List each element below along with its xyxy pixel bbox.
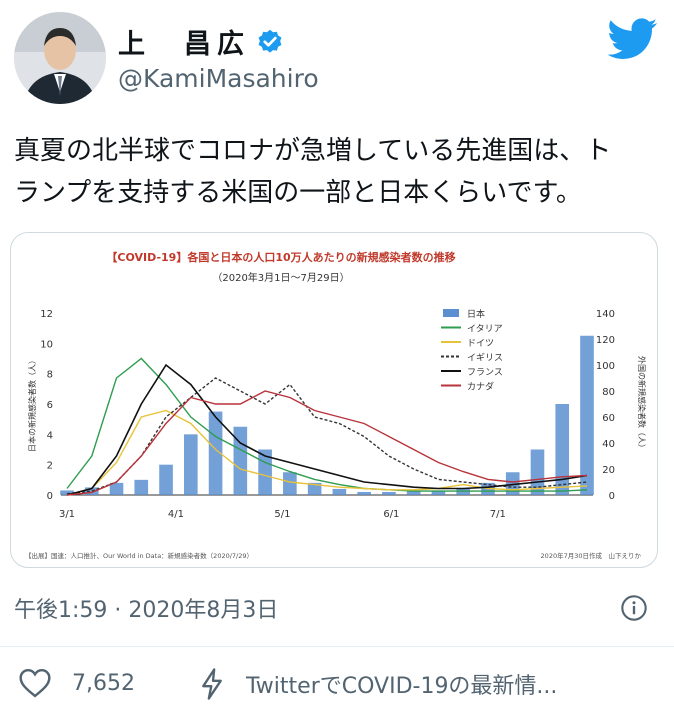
y-right-tick-label: 120 [596,335,615,346]
legend-label: フランス [467,367,503,378]
covid-info-text: TwitterでCOVID-19の最新情... [246,674,558,699]
bar-japan [357,491,371,495]
avatar-portrait [14,12,106,104]
chart-bars [60,335,594,495]
x-tick-label: 7/1 [490,509,506,520]
y-left-axis-label: 日本の新規感染者数（人） [27,356,37,452]
bar-japan [184,434,198,495]
line-series-フランス [66,363,588,496]
tweet-timestamp[interactable]: 午後1:59 · 2020年8月3日 [14,598,279,623]
tweet-media-chart[interactable]: 【COVID-19】各国と日本の人口10万人あたりの新規感染者数の推移 （202… [10,232,658,568]
heart-icon [19,668,51,698]
bar-japan [208,411,223,495]
line-series-ドイツ [66,409,588,496]
y-left-tick-label: 2 [47,461,53,472]
y-right-tick-label: 140 [596,309,615,320]
y-right-tick-label: 60 [602,413,615,424]
legend-label: イギリス [467,353,503,364]
x-tick-label: 6/1 [383,509,399,520]
twitter-bird-icon[interactable] [608,18,658,60]
bar-japan [307,482,322,495]
y-left-tick-label: 10 [40,339,53,350]
legend-label: イタリア [467,324,503,335]
line-series-イタリア [66,357,588,492]
user-handle[interactable]: @KamiMasahiro [118,64,319,93]
chart-svg: 【COVID-19】各国と日本の人口10万人あたりの新規感染者数の推移 （202… [25,250,647,560]
bar-japan [283,472,297,495]
x-tick-label: 3/1 [59,509,75,520]
y-right-tick-label: 100 [596,361,615,372]
y-left-tick-label: 6 [47,400,53,411]
bar-japan [456,488,470,495]
y-left-tick-label: 4 [47,430,53,441]
x-tick-label: 4/1 [168,509,184,520]
divider [0,646,674,647]
legend-label: カナダ [467,381,494,393]
chart-subtitle: （2020年3月1日〜7月29日） [212,271,349,284]
legend-swatch [443,309,459,317]
tweet-text-line-2: ランプを支持する米国の一部と日本くらいです。 [14,178,582,208]
like-button[interactable]: 7,652 [18,668,135,698]
chart-source-note: 【出展】国連：人口推計、Our World in Data：新規感染者数（202… [25,551,253,560]
y-left-tick-label: 0 [47,491,53,502]
y-right-tick-label: 0 [609,491,615,502]
bar-japan [134,479,149,495]
display-name-text: 上 昌広 [118,29,250,60]
chart-lines [66,357,588,496]
bar-japan [406,490,421,495]
bar-japan [233,426,248,495]
y-left-tick-label: 12 [40,309,53,320]
display-name[interactable]: 上 昌広 [118,22,284,61]
like-count: 7,652 [72,670,135,696]
bar-japan [431,490,446,495]
chart-credit-note: 2020年7月30日作成 山下えりか [541,551,642,560]
bar-japan [159,464,173,495]
verified-badge-icon [258,29,282,53]
lightning-icon [202,668,222,700]
bar-japan [60,490,74,495]
x-tick-label: 5/1 [274,509,290,520]
avatar[interactable] [14,12,106,104]
y-right-tick-label: 20 [602,465,615,476]
covid-info-link[interactable]: TwitterでCOVID-19の最新情... [200,668,557,700]
bar-japan [382,491,396,495]
bar-japan [580,335,594,495]
info-icon[interactable] [620,594,648,622]
y-right-tick-label: 80 [602,387,615,398]
tweet-text: 真夏の北半球でコロナが急増している先進国は、ト ランプを支持する米国の一部と日本… [14,130,664,214]
y-right-tick-label: 40 [602,439,615,450]
chart-title: 【COVID-19】各国と日本の人口10万人あたりの新規感染者数の推移 [106,250,455,264]
y-left-tick-label: 8 [47,370,53,381]
bar-japan [109,482,124,495]
bar-japan [530,449,545,495]
bar-japan [84,487,99,495]
bar-japan [555,404,570,495]
tweet-text-line-1: 真夏の北半球でコロナが急増している先進国は、ト [14,136,612,166]
legend-label: 日本 [467,308,485,320]
bar-japan [332,488,347,495]
line-series-カナダ [66,390,588,496]
legend-label: ドイツ [467,339,494,349]
y-right-axis-label: 外国の新規感染者数（人） [637,356,647,452]
